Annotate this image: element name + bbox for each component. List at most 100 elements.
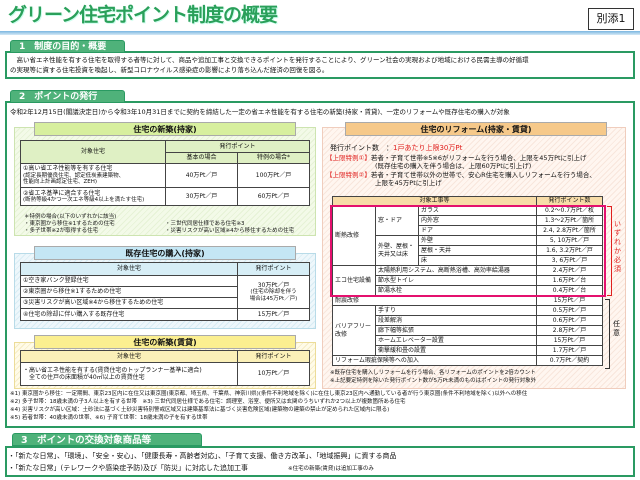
required-label: いずれか必須 bbox=[614, 220, 621, 273]
note: ・多子世帯※2が取得する住宅 bbox=[24, 228, 99, 234]
section-1-line: 高い省エネ性能を有する住宅を取得する者等に対して、商品や追加工事と交換できるポイ… bbox=[10, 56, 529, 64]
target-detail: (認定長期優良住宅、認定低炭素建築物、 bbox=[23, 172, 125, 179]
points: 0.5万Pt／戸 bbox=[536, 305, 603, 316]
reform-note: ※上記要定特例を除いた発行ポイント数が5万Pt未満のものはポイントの発行対象外 bbox=[330, 378, 537, 384]
col-target: 対象住宅 bbox=[20, 262, 238, 276]
points: 3, 6万Pt／戸 bbox=[536, 255, 603, 266]
points: 0.6万Pt／戸 bbox=[536, 315, 603, 326]
table-row: 断熱改修 窓・ドア ガラス 0.2～0.7万Pt／枚 bbox=[332, 205, 603, 266]
target-name: ②東京圏から移住※1するための住宅 bbox=[20, 286, 238, 298]
col-special: 特例の場合* bbox=[237, 152, 310, 164]
new-rent-header: 住宅の新築(賃貸) bbox=[34, 335, 296, 349]
special-1-text: 若者・子育て世帯※5※6がリフォームを行う場合、上限を45万Ptに引上げ bbox=[370, 154, 587, 162]
section-3-box bbox=[5, 446, 635, 477]
points: 10万Pt／戸 bbox=[237, 362, 310, 386]
points: 1.3～2万Pt／箇所 bbox=[536, 215, 603, 226]
section-3-note: ※住宅の新築(賃貸)は追加工事のみ bbox=[288, 466, 374, 472]
points: 0.4万Pt／台 bbox=[536, 285, 603, 296]
target-name: ・高い省エネ性能を有する(賃貸住宅のトップランナー基準に適合) bbox=[23, 366, 202, 374]
category: 耐震改修 bbox=[332, 295, 537, 306]
existing-header: 既存住宅の購入(持家) bbox=[34, 246, 296, 260]
note: ・三世代同居仕様である住宅※3 bbox=[165, 221, 245, 227]
points-cap: 1戸あたり上限30万Pt bbox=[393, 144, 463, 152]
col-points: 発行ポイント bbox=[165, 140, 310, 153]
note: ・東京圏から移住※1するための住宅 bbox=[24, 221, 115, 227]
target-detail: 性能向上計画認定住宅、ZEH) bbox=[23, 179, 98, 186]
table-row: 耐震改修 15万Pt／戸 bbox=[332, 295, 603, 306]
special-points: 100万Pt／戸 bbox=[237, 163, 310, 188]
special-2-label: 【上限特例②】 bbox=[326, 171, 371, 179]
footnote: ※4) 災害リスクが高い区域：土砂法に基づく土砂災害特別警戒区域又は建築基準法に… bbox=[10, 407, 390, 413]
item: 太陽熱利用システム、高断熱浴槽、高効率給湯器 bbox=[375, 265, 537, 276]
col-points: 発行ポイント bbox=[237, 262, 310, 276]
title-rule bbox=[0, 31, 640, 35]
item: 廊下幅等拡張 bbox=[375, 325, 537, 336]
optional-label: 任意 bbox=[613, 320, 620, 337]
table-row: エコ住宅設備 太陽熱利用システム、高断熱浴槽、高効率給湯器 2.4万Pt／戸 bbox=[332, 265, 603, 296]
basic-points: 30万Pt／戸 bbox=[165, 187, 238, 206]
table-row: リフォーム瑕疵保険等への加入 0.7万Pt／契約 bbox=[332, 355, 603, 366]
special-1-label: 【上限特例①】 bbox=[326, 154, 371, 162]
page-title: グリーン住宅ポイント制度の概要 bbox=[8, 4, 278, 26]
points-note: 場合は45万Pt／戸) bbox=[249, 295, 298, 302]
section-3-tab: 3 ポイントの交換対象商品等 bbox=[12, 433, 202, 446]
points: 2.4万Pt／戸 bbox=[536, 265, 603, 276]
points: 15万Pt／戸 bbox=[536, 295, 603, 306]
category: エコ住宅設備 bbox=[332, 265, 376, 296]
item: 段差解消 bbox=[375, 315, 537, 326]
footnote: ※2) 多子世帯：18歳未満の子3人以上を有する世帯 ※3) 三世代同居仕様であ… bbox=[10, 399, 406, 405]
note: ・災害リスクが高い区域※4から移住するための住宅 bbox=[165, 228, 295, 234]
target-name: ①高い省エネ性能等を有する住宅 bbox=[23, 165, 113, 173]
subcategory: 窓・ドア bbox=[375, 205, 419, 236]
annex-label: 別添1 bbox=[588, 8, 634, 30]
item: 手すり bbox=[375, 305, 537, 316]
item: リフォーム瑕疵保険等への加入 bbox=[332, 355, 537, 366]
table-row: ①高い省エネ性能等を有する住宅 (認定長期優良住宅、認定低炭素建築物、 性能向上計画… bbox=[20, 163, 310, 188]
target-name: ②省エネ基準に適合する住宅 bbox=[23, 189, 101, 197]
special-2-text2: 上限を45万Ptに引上げ bbox=[375, 179, 442, 187]
table-row: ・高い省エネ性能を有する(賃貸住宅のトップランナー基準に適合) 全ての住戸の床面… bbox=[20, 362, 310, 386]
col-work: 対象工事等 bbox=[332, 196, 537, 206]
item: ドア bbox=[418, 225, 537, 236]
item: ホームエレベーター設置 bbox=[375, 335, 537, 346]
footnote: ※1) 東京圏から移住：一定期間、東京23区内に在住又は東京圏(東京都、埼玉県、… bbox=[10, 391, 528, 397]
reform-table: 対象工事等 発行ポイント数 断熱改修 窓・ドア ガラス 0.2～0.7万Pt／枚 内外窓… bbox=[332, 196, 603, 366]
points: 30万Pt／戸 bbox=[257, 281, 290, 289]
col-target: 対象住宅 bbox=[20, 140, 166, 164]
col-basic: 基本の場合 bbox=[165, 152, 238, 164]
special-points: 60万Pt／戸 bbox=[237, 187, 310, 206]
points: 0.2～0.7万Pt／枚 bbox=[536, 205, 603, 216]
item: 屋根・天井 bbox=[418, 245, 537, 256]
category: バリアフリー改修 bbox=[332, 305, 376, 356]
target-name: ①空き家バンク登録住宅 bbox=[20, 275, 238, 287]
item: ガラス bbox=[418, 205, 537, 216]
section-1-tab: 1 制度の目的・概要 bbox=[10, 40, 125, 53]
points: 1.6, 3.2万Pt／戸 bbox=[536, 245, 603, 256]
item: 外壁 bbox=[418, 235, 537, 246]
target-detail: 全ての住戸の床面積が40㎡以上の賃貸住宅 bbox=[23, 374, 145, 381]
basic-points: 40万Pt／戸 bbox=[165, 163, 238, 188]
section-2-intro: 令和2年12月15日(閣議決定日)から令和3年10月31日までに契約を締結した一… bbox=[10, 108, 510, 116]
col-points: 発行ポイント bbox=[237, 350, 310, 363]
table-row: バリアフリー改修 手すり 0.5万Pt／戸 bbox=[332, 305, 603, 356]
item: 内外窓 bbox=[418, 215, 537, 226]
points: 0.7万Pt／契約 bbox=[536, 355, 603, 366]
points: 1.7万Pt／戸 bbox=[536, 345, 603, 356]
required-bracket bbox=[607, 206, 612, 296]
reform-note: ※既存住宅を購入しリフォームを行う場合、各リフォームのポイントを2倍カウント bbox=[330, 370, 536, 376]
points: 2.4, 2.8万Pt／箇所 bbox=[536, 225, 603, 236]
target-name: ③災害リスクが高い区域※4から移住するための住宅 bbox=[20, 297, 238, 309]
section-3-line: ・「新たな日常」(テレワークや感染症予防)及び「防災」に対応した追加工事 bbox=[8, 464, 248, 472]
subcategory: 外壁、屋根・天井又は床 bbox=[375, 235, 419, 266]
points: 15万Pt／戸 bbox=[536, 335, 603, 346]
col-points: 発行ポイント数 bbox=[536, 196, 603, 206]
category: 断熱改修 bbox=[332, 205, 376, 266]
section-1-box bbox=[5, 51, 635, 79]
col-target: 対象住宅 bbox=[20, 350, 238, 363]
points: 5, 10万Pt／戸 bbox=[536, 235, 603, 246]
table-row: ②省エネ基準に適合する住宅 (断熱等級4かつ一次エネ等級4以上を満たす住宅) 30万… bbox=[20, 187, 310, 206]
item: 床 bbox=[418, 255, 537, 266]
item: 節水型トイレ bbox=[375, 275, 537, 286]
points: 2.8万Pt／戸 bbox=[536, 325, 603, 336]
target-detail: (断熱等級4かつ一次エネ等級4以上を満たす住宅) bbox=[23, 196, 145, 203]
